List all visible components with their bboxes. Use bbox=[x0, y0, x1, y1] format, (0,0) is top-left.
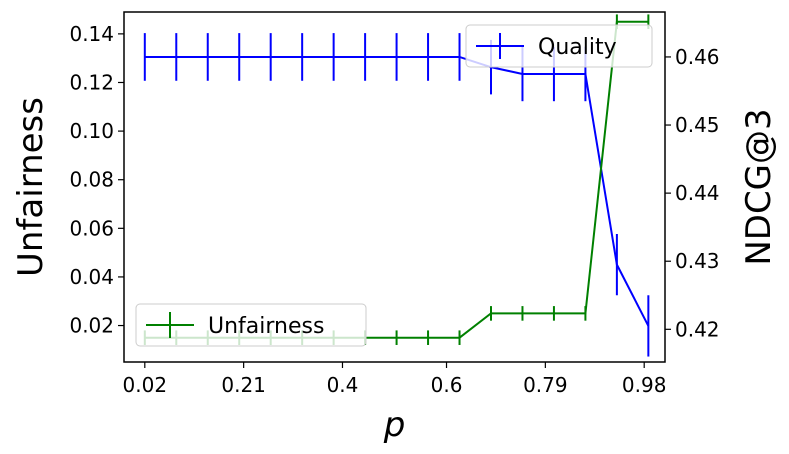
x-tick-label: 0.6 bbox=[431, 373, 463, 397]
right-tick-label: 0.42 bbox=[675, 317, 720, 341]
right-tick-label: 0.43 bbox=[675, 249, 720, 273]
legend-quality: Quality bbox=[465, 24, 653, 68]
left-tick-label: 0.12 bbox=[69, 70, 114, 94]
right-axis: 0.42 0.43 0.44 0.45 0.46 bbox=[665, 45, 720, 341]
series-line bbox=[144, 55, 650, 327]
right-tick-label: 0.46 bbox=[675, 45, 720, 69]
y-axis-title-right: NDCG@3 bbox=[739, 108, 779, 265]
x-axis-title: p bbox=[383, 405, 406, 445]
legend-unfairness-box bbox=[135, 303, 367, 347]
legend-unfairness-label: Unfairness bbox=[208, 314, 324, 339]
legend-unfairness: Unfairness bbox=[135, 303, 367, 347]
x-tick-label: 0.02 bbox=[123, 373, 168, 397]
x-axis: 0.02 0.21 0.4 0.6 0.79 0.98 bbox=[123, 362, 667, 397]
left-axis: 0.02 0.04 0.06 0.08 0.10 0.12 0.14 bbox=[69, 22, 124, 338]
left-tick-label: 0.04 bbox=[69, 265, 114, 289]
left-tick-label: 0.02 bbox=[69, 314, 114, 338]
x-tick-label: 0.98 bbox=[622, 373, 667, 397]
left-tick-label: 0.08 bbox=[69, 168, 114, 192]
legend-quality-label: Quality bbox=[538, 35, 617, 60]
left-tick-label: 0.06 bbox=[69, 216, 114, 240]
x-tick-label: 0.79 bbox=[523, 373, 568, 397]
x-tick-label: 0.4 bbox=[327, 373, 359, 397]
left-tick-label: 0.10 bbox=[69, 119, 114, 143]
y-axis-title-left: Unfairness bbox=[11, 97, 51, 277]
right-tick-label: 0.44 bbox=[675, 181, 720, 205]
plot-frame bbox=[123, 11, 666, 363]
right-tick-label: 0.45 bbox=[675, 113, 720, 137]
legend-quality-box bbox=[465, 24, 653, 68]
x-tick-label: 0.21 bbox=[221, 373, 266, 397]
left-tick-label: 0.14 bbox=[69, 22, 114, 46]
